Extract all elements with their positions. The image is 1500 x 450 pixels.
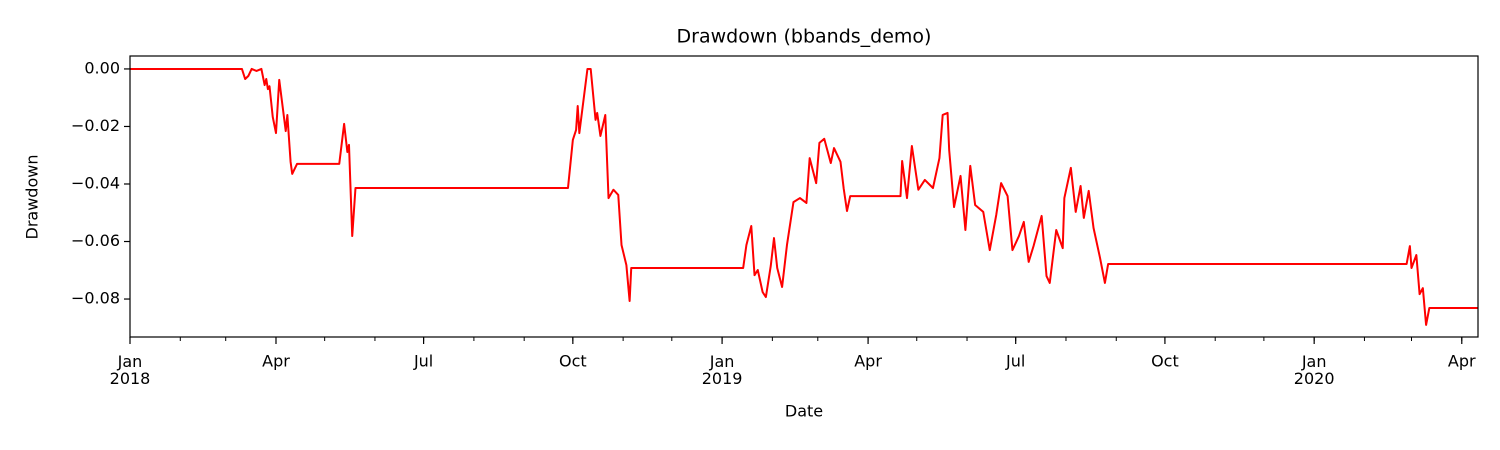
x-tick-label: Oct <box>1151 352 1179 371</box>
x-tick-label: Jan 2020 <box>1294 352 1335 388</box>
y-tick-label: −0.08 <box>71 289 120 308</box>
drawdown-line <box>130 67 1478 326</box>
x-tick-label: Jul <box>413 352 433 371</box>
x-tick-label: Jul <box>1005 352 1025 371</box>
x-axis-label: Date <box>785 402 823 421</box>
x-tick-label: Apr <box>854 352 882 371</box>
x-tick-label: Jan 2018 <box>110 352 151 388</box>
y-tick-label: 0.00 <box>84 58 120 77</box>
x-tick-label: Apr <box>1448 352 1476 371</box>
y-tick-label: −0.04 <box>71 173 120 192</box>
plot-frame <box>129 55 1479 338</box>
x-tick-label: Oct <box>559 352 587 371</box>
y-tick-label: −0.02 <box>71 116 120 135</box>
y-axis-label: Drawdown <box>23 155 42 240</box>
x-tick-label: Apr <box>262 352 290 371</box>
y-tick-label: −0.06 <box>71 231 120 250</box>
x-tick-label: Jan 2019 <box>702 352 743 388</box>
chart-title: Drawdown (bbands_demo) <box>677 26 932 48</box>
